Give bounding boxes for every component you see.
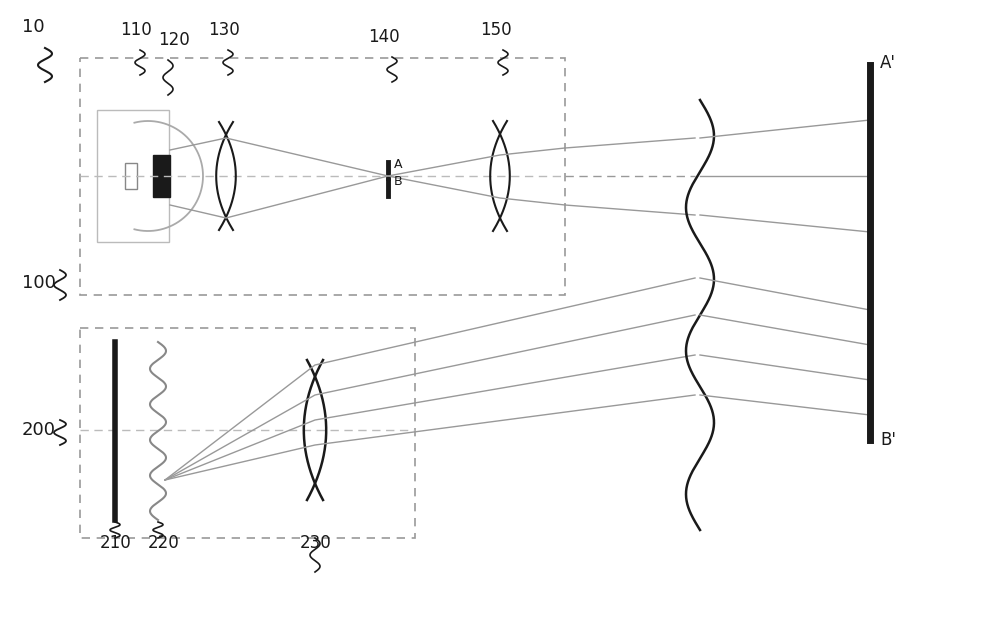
Text: B: B [394,175,403,188]
Text: A: A [394,158,402,171]
Text: 150: 150 [480,21,512,39]
Text: 130: 130 [208,21,240,39]
Text: A': A' [880,54,896,72]
Bar [153,155,170,197]
Bar [97,110,169,242]
Text: 10: 10 [22,18,45,36]
Text: 220: 220 [148,534,180,552]
Text: 100: 100 [22,274,56,292]
Bar [80,58,565,295]
Text: 230: 230 [300,534,332,552]
Bar [125,163,137,189]
Text: 210: 210 [100,534,132,552]
Text: 120: 120 [158,31,190,49]
Text: 200: 200 [22,421,56,439]
Text: 140: 140 [368,28,400,46]
Bar [80,328,415,538]
Text: 110: 110 [120,21,152,39]
Text: B': B' [880,431,896,449]
